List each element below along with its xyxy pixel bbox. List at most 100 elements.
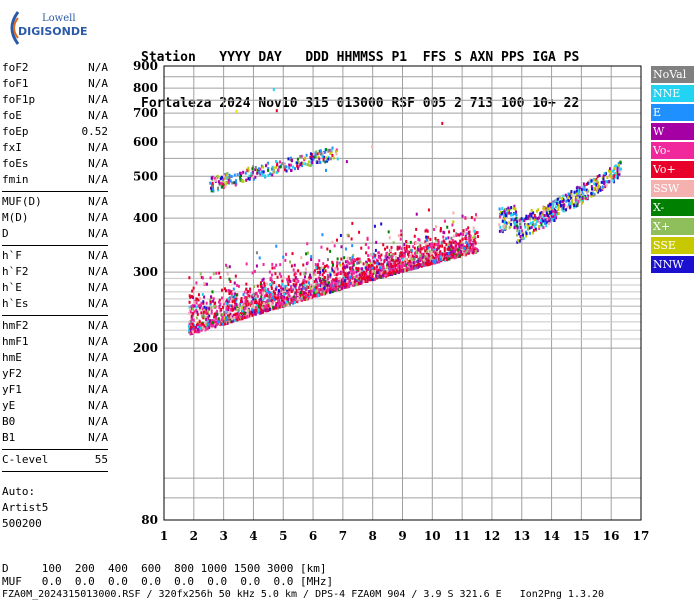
echo-point [596, 175, 599, 179]
echo-point [251, 313, 254, 317]
echo-point [464, 253, 467, 257]
echo-point [358, 276, 361, 280]
echo-point [240, 300, 243, 304]
echo-point [414, 253, 417, 257]
echo-point [569, 201, 572, 205]
param-value: N/A [88, 399, 108, 412]
echo-point [536, 209, 539, 213]
echo-point [348, 277, 351, 281]
echo-point [457, 242, 460, 246]
echo-point [424, 229, 427, 233]
echo-point [225, 317, 228, 321]
echo-point [252, 165, 255, 169]
echo-point [398, 246, 401, 250]
echo-point [514, 221, 517, 225]
echo-point [267, 168, 270, 172]
echo-point [551, 218, 554, 222]
echo-point [313, 294, 316, 298]
echo-point [537, 208, 540, 212]
echo-point [296, 277, 299, 281]
echo-point [230, 319, 233, 323]
echo-point [307, 285, 310, 289]
echo-point [521, 233, 524, 237]
echo-point [259, 306, 262, 310]
echo-point [539, 211, 542, 215]
echo-point [569, 205, 572, 209]
echo-point [454, 253, 457, 257]
echo-point [316, 161, 319, 165]
echo-point [510, 206, 513, 210]
echo-point [324, 160, 327, 164]
echo-point [360, 246, 363, 250]
echo-point [261, 299, 264, 303]
echo-point [270, 279, 273, 283]
echo-point [263, 284, 266, 288]
echo-point [455, 248, 458, 252]
echo-point [412, 245, 415, 249]
echo-point [272, 166, 275, 170]
echo-point [449, 252, 452, 256]
param-value: N/A [88, 335, 108, 348]
echo-point [210, 189, 213, 193]
echo-point [445, 237, 448, 241]
echo-point [212, 321, 215, 325]
echo-point [314, 263, 317, 267]
echo-point [410, 249, 413, 253]
echo-point [513, 226, 516, 230]
echo-point [280, 285, 283, 289]
echo-point [317, 262, 320, 266]
param-value: 55 [94, 453, 108, 466]
echo-point [395, 263, 398, 267]
echo-point [605, 184, 608, 188]
echo-point [617, 165, 620, 169]
echo-point [425, 244, 428, 248]
echo-point [450, 236, 453, 240]
echo-point [351, 271, 354, 275]
echo-point [303, 291, 306, 295]
echo-point [306, 163, 309, 167]
x-tick-label: 15 [573, 529, 590, 543]
echo-point [420, 258, 423, 262]
echo-point [301, 293, 304, 297]
echo-point [196, 328, 199, 332]
echo-point [389, 265, 392, 269]
echo-point [421, 263, 424, 267]
echo-point [529, 212, 532, 216]
echo-point [349, 256, 352, 260]
echo-point [329, 273, 332, 277]
echo-point [227, 180, 230, 184]
echo-point [432, 245, 435, 249]
echo-point [265, 282, 268, 286]
echo-point [450, 255, 453, 259]
param-label: foEp [2, 125, 29, 138]
echo-point [366, 236, 369, 240]
echo-point [374, 261, 377, 265]
echo-point [452, 240, 455, 244]
echo-point [565, 199, 568, 203]
echo-point [263, 281, 266, 285]
echo-point [468, 250, 471, 254]
echo-point [249, 287, 252, 291]
echo-point [281, 283, 284, 287]
echo-point [405, 247, 408, 251]
echo-point [229, 280, 232, 284]
echo-point [361, 277, 364, 281]
echo-point [267, 167, 270, 171]
echo-point [408, 250, 411, 254]
echo-point [284, 299, 287, 303]
echo-point [363, 279, 366, 283]
echo-point [336, 157, 339, 161]
echo-point [346, 260, 349, 264]
echo-point [407, 263, 410, 267]
echo-point [471, 238, 474, 242]
echo-point [247, 166, 250, 170]
echo-point [259, 303, 262, 307]
echo-point [429, 237, 432, 241]
echo-point [465, 228, 468, 232]
echo-point [300, 256, 303, 260]
echo-point [327, 157, 330, 161]
echo-point [343, 279, 346, 283]
echo-point [276, 306, 279, 310]
echo-point [533, 225, 536, 229]
echo-point [528, 214, 531, 218]
